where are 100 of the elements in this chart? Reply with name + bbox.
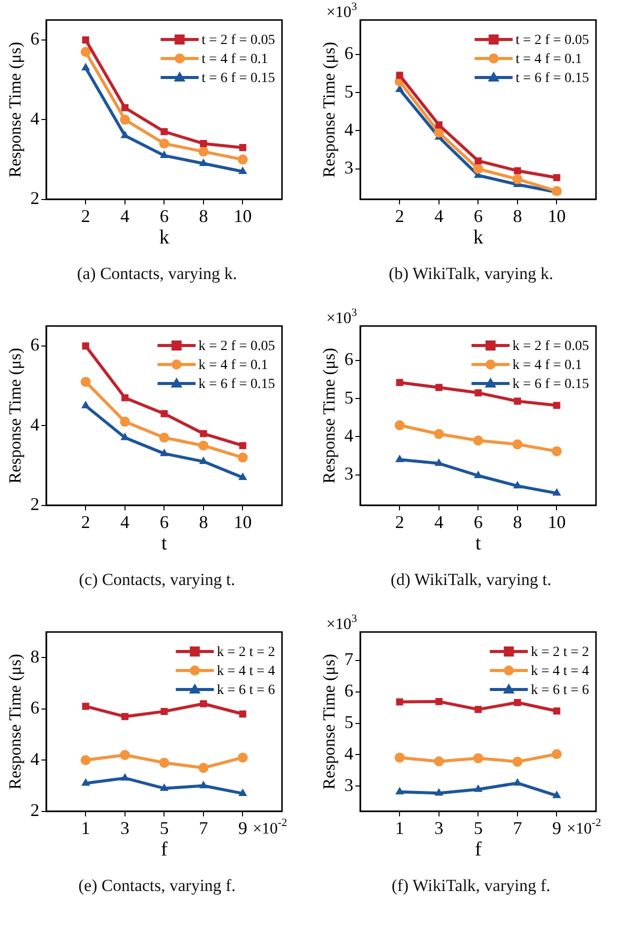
- legend-label: k = 2 f = 0.05: [198, 339, 275, 354]
- point: [81, 62, 90, 70]
- y-axis-title: Response Time (μs): [320, 654, 339, 790]
- point: [121, 104, 128, 112]
- point: [160, 708, 168, 715]
- y-tick-label: 5: [344, 712, 354, 732]
- y-tick-label: 4: [344, 119, 354, 140]
- point: [160, 783, 169, 791]
- point: [200, 430, 207, 438]
- point: [159, 138, 170, 149]
- point: [474, 706, 482, 713]
- point: [239, 144, 246, 152]
- point: [159, 432, 170, 443]
- legend-label: t = 4 f = 0.1: [516, 52, 582, 68]
- x-axis-title: f: [474, 838, 482, 860]
- point: [474, 470, 483, 478]
- x-axis-title: t: [161, 532, 168, 554]
- legend-label: t = 6 f = 0.15: [202, 71, 275, 86]
- point: [394, 752, 405, 763]
- y-tick-label: 6: [344, 43, 354, 64]
- point: [552, 749, 562, 760]
- x-tick-label: 8: [198, 512, 208, 532]
- point: [238, 472, 248, 480]
- point: [553, 402, 560, 409]
- point: [552, 488, 562, 496]
- y-tick-label: 6: [344, 349, 354, 370]
- point: [239, 442, 246, 450]
- point: [120, 773, 130, 781]
- point: [81, 400, 90, 408]
- point: [159, 758, 170, 768]
- x-tick-label: 3: [120, 818, 130, 838]
- x-tick-label: 6: [160, 206, 169, 226]
- point: [80, 755, 91, 766]
- point: [80, 46, 91, 57]
- y-tick-label: 4: [30, 414, 40, 434]
- x-tick-label: 4: [434, 512, 444, 532]
- point: [395, 454, 404, 462]
- point: [514, 167, 521, 174]
- point: [238, 788, 248, 796]
- point: [513, 778, 522, 786]
- point: [238, 752, 248, 763]
- point: [395, 786, 404, 794]
- y-tick-label: 4: [344, 743, 354, 764]
- y-tick-label: 6: [30, 28, 40, 49]
- text: (e) Contacts, varying f.: [77, 876, 237, 896]
- y-tick-label: 6: [344, 680, 354, 701]
- text: (a) Contacts, varying k.: [76, 264, 238, 284]
- x-tick-label: 8: [512, 512, 522, 532]
- point: [160, 448, 169, 456]
- legend-label: k = 6 t = 6: [216, 683, 276, 698]
- x-axis-title: f: [160, 838, 168, 860]
- y-tick-label: 5: [344, 81, 354, 102]
- point: [239, 710, 246, 718]
- point: [435, 698, 442, 706]
- x-tick-label: 4: [120, 512, 130, 532]
- point: [553, 707, 560, 715]
- point: [396, 698, 404, 706]
- y-axis-title: Response Time (μs): [320, 42, 339, 178]
- x-tick-label: 8: [198, 206, 208, 226]
- y-tick-label: 2: [30, 800, 40, 820]
- point: [238, 452, 248, 463]
- y-tick-label: 2: [30, 188, 40, 208]
- point: [198, 146, 208, 157]
- legend-label: t = 2 f = 0.05: [516, 33, 589, 48]
- x-axis-title: k: [159, 226, 170, 248]
- point: [396, 378, 404, 386]
- point: [160, 128, 168, 136]
- legend-label: k = 4 f = 0.1: [198, 358, 268, 374]
- y-tick-label: 4: [30, 748, 40, 769]
- y-tick-label: 6: [30, 698, 40, 718]
- point: [121, 713, 128, 720]
- legend-label: t = 4 f = 0.1: [202, 52, 268, 68]
- x-tick-label: 2: [395, 206, 404, 226]
- point: [396, 72, 404, 79]
- x-tick-label: 4: [434, 206, 444, 226]
- x-axis-title: k: [473, 226, 484, 248]
- x-tick-label: 6: [474, 206, 483, 226]
- point: [434, 128, 444, 138]
- point: [238, 166, 248, 174]
- legend-label: k = 6 f = 0.15: [198, 377, 275, 392]
- text: (d) WikiTalk, varying t.: [390, 570, 552, 590]
- x-tick-label: 3: [434, 818, 444, 838]
- point: [82, 702, 90, 710]
- x-tick-label: 6: [160, 512, 169, 532]
- x-tick-label: 9: [552, 818, 562, 838]
- x-tick-label: 10: [548, 206, 566, 226]
- point: [120, 416, 130, 427]
- point: [514, 698, 521, 706]
- x-tick-label: 10: [234, 206, 252, 226]
- y-tick-label: 5: [344, 387, 354, 408]
- point: [81, 778, 90, 786]
- point: [82, 36, 90, 44]
- x-tick-label: 2: [81, 206, 90, 226]
- point: [434, 756, 444, 766]
- text: (f) WikiTalk, varying f.: [390, 876, 552, 896]
- y-tick-label: 3: [344, 464, 354, 484]
- x-tick-label: 2: [81, 512, 90, 532]
- x-tick-label: 1: [395, 818, 404, 838]
- point: [238, 154, 248, 165]
- text: (c) Contacts, varying t.: [78, 570, 236, 590]
